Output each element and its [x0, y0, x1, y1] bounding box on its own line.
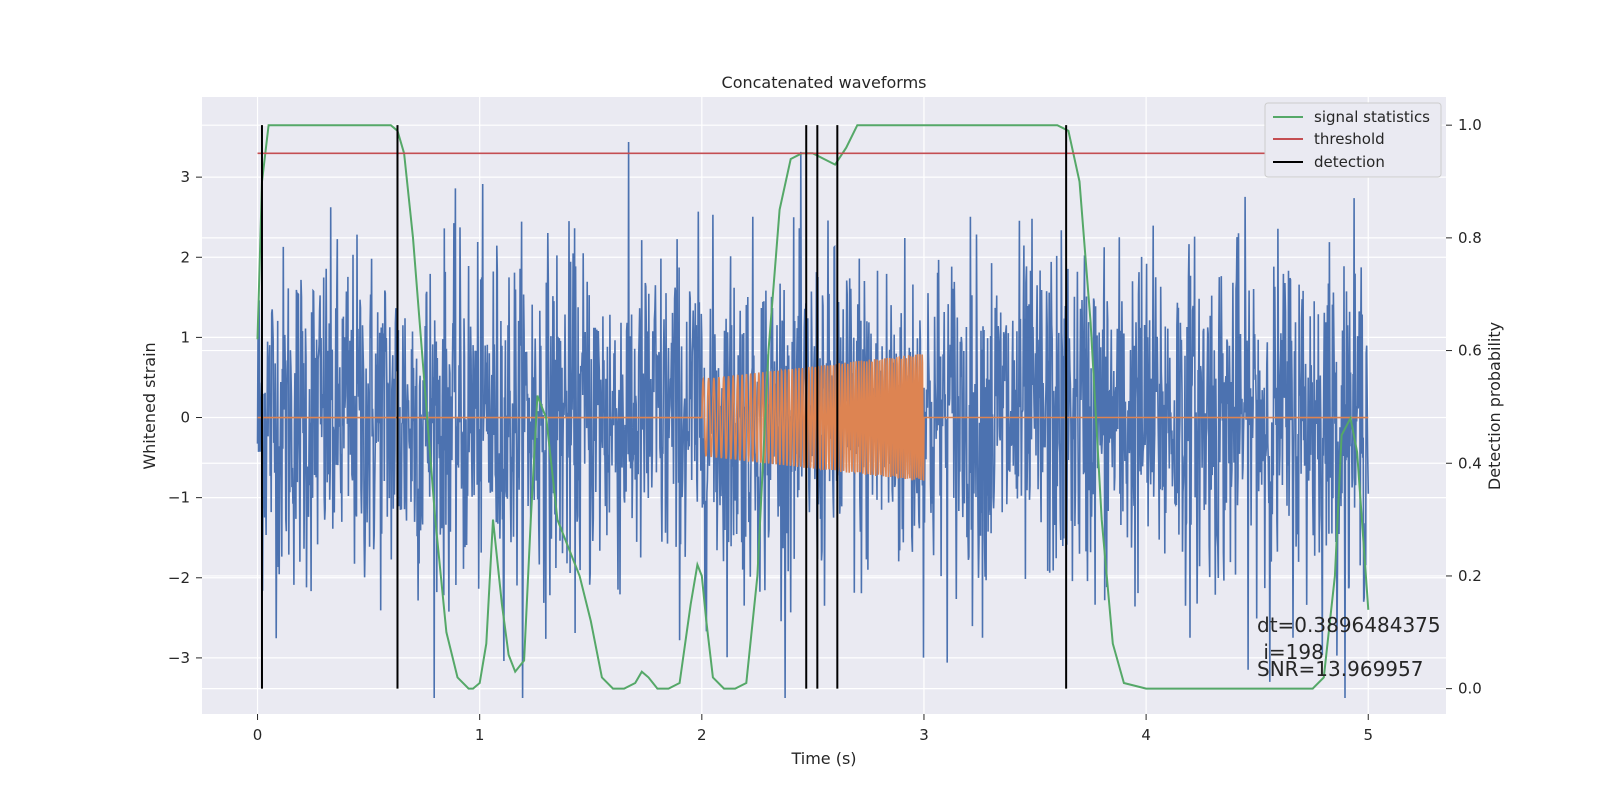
legend-label-detection: detection — [1314, 153, 1385, 171]
annotation-dt: dt=0.3896484375 — [1257, 613, 1441, 637]
x-tick-label: 2 — [697, 726, 707, 744]
y-right-tick-label: 0.4 — [1458, 454, 1482, 472]
chart-title: Concatenated waveforms — [722, 73, 927, 92]
legend-box — [1264, 102, 1442, 178]
legend-label-signal-statistics: signal statistics — [1314, 108, 1430, 126]
x-tick-label: 1 — [475, 726, 485, 744]
x-tick-label: 4 — [1141, 726, 1151, 744]
waveform-line — [257, 354, 1369, 481]
x-tick-label: 0 — [253, 726, 263, 744]
legend: signal statistics threshold detection — [1264, 102, 1442, 178]
y-left-tick-label: −3 — [168, 649, 190, 667]
y-right-tick-label: 0.8 — [1458, 229, 1482, 247]
legend-label-threshold: threshold — [1314, 130, 1385, 148]
y-right-tick-label: 1.0 — [1458, 116, 1482, 134]
ticks: 0 1 2 3 4 5 −3 −2 −1 0 1 2 3 0.0 0.2 0.4 0.6 0.8 1.0 — [168, 116, 1482, 744]
y-right-tick-label: 0.6 — [1458, 342, 1482, 360]
y-right-tick-label: 0.0 — [1458, 680, 1482, 698]
waveform-series — [257, 354, 1369, 481]
y-left-tick-label: 3 — [180, 168, 190, 186]
y-left-tick-label: 2 — [180, 248, 190, 266]
annotation-index: i=198 — [1257, 640, 1324, 664]
signal-statistics-series — [256, 124, 1370, 690]
annotation-snr: SNR=13.969957 — [1257, 657, 1423, 681]
signal-statistics-line — [256, 124, 1370, 690]
y-left-tick-label: −1 — [168, 489, 190, 507]
x-tick-label: 3 — [919, 726, 929, 744]
x-tick-label: 5 — [1363, 726, 1373, 744]
detection-series — [260, 125, 1068, 689]
y-right-tick-label: 0.2 — [1458, 567, 1482, 585]
y-left-tick-label: −2 — [168, 569, 190, 587]
y-axis-label-right: Detection probability — [1485, 322, 1504, 490]
y-axis-label-left: Whitened strain — [140, 342, 159, 469]
y-left-tick-label: 0 — [180, 409, 190, 427]
y-left-tick-label: 1 — [180, 328, 190, 346]
x-axis-label: Time (s) — [790, 749, 856, 768]
